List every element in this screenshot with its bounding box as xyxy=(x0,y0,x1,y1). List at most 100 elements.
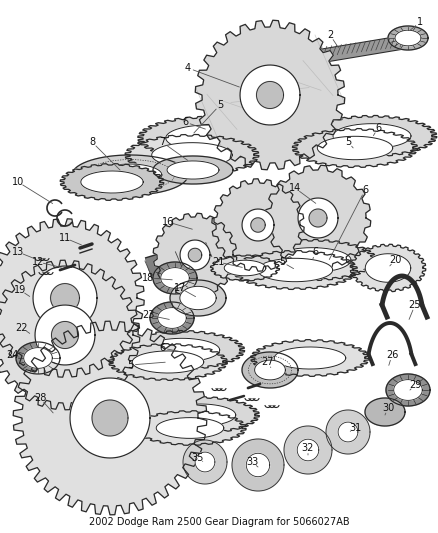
Polygon shape xyxy=(364,254,410,282)
Polygon shape xyxy=(274,347,345,369)
Polygon shape xyxy=(119,330,244,369)
Text: 26: 26 xyxy=(385,350,397,360)
Text: 6: 6 xyxy=(181,117,187,127)
Polygon shape xyxy=(140,397,259,433)
Polygon shape xyxy=(385,374,429,406)
Polygon shape xyxy=(144,338,219,362)
Polygon shape xyxy=(153,213,236,297)
Text: 14: 14 xyxy=(288,183,300,193)
Text: 5: 5 xyxy=(216,100,223,110)
Text: 17: 17 xyxy=(173,283,186,293)
Polygon shape xyxy=(393,379,421,400)
Polygon shape xyxy=(166,125,250,151)
Polygon shape xyxy=(337,422,357,442)
Text: 2: 2 xyxy=(326,30,332,40)
Text: 5: 5 xyxy=(127,360,133,370)
Polygon shape xyxy=(307,116,436,157)
Polygon shape xyxy=(13,321,206,515)
Text: 33: 33 xyxy=(245,457,258,467)
Text: 5: 5 xyxy=(344,137,350,147)
Text: 32: 32 xyxy=(301,443,314,453)
Polygon shape xyxy=(394,30,420,46)
Polygon shape xyxy=(24,348,52,368)
Polygon shape xyxy=(272,248,350,272)
Text: 23: 23 xyxy=(141,310,154,320)
Text: 10: 10 xyxy=(12,177,24,187)
Polygon shape xyxy=(50,284,79,312)
Polygon shape xyxy=(195,20,344,169)
Text: 4: 4 xyxy=(184,63,191,73)
Text: 19: 19 xyxy=(14,285,26,295)
Polygon shape xyxy=(157,308,186,328)
Polygon shape xyxy=(35,305,95,365)
Polygon shape xyxy=(317,136,392,160)
Polygon shape xyxy=(33,266,97,330)
Polygon shape xyxy=(350,244,425,292)
Polygon shape xyxy=(152,143,232,167)
Polygon shape xyxy=(156,417,223,439)
Text: 16: 16 xyxy=(162,217,174,227)
Polygon shape xyxy=(0,260,139,410)
Polygon shape xyxy=(108,344,227,381)
Polygon shape xyxy=(81,171,143,193)
Polygon shape xyxy=(183,440,226,484)
Polygon shape xyxy=(241,352,297,388)
Polygon shape xyxy=(170,280,226,316)
Polygon shape xyxy=(325,410,369,454)
Polygon shape xyxy=(265,165,370,271)
Text: 6: 6 xyxy=(311,247,318,257)
Text: 31: 31 xyxy=(348,423,360,433)
Polygon shape xyxy=(250,340,368,376)
Text: 13: 13 xyxy=(12,247,24,257)
Text: 11: 11 xyxy=(59,233,71,243)
Text: 1: 1 xyxy=(416,17,422,27)
Polygon shape xyxy=(166,161,219,179)
Text: 7: 7 xyxy=(159,137,165,147)
Polygon shape xyxy=(180,240,209,270)
Text: 30: 30 xyxy=(381,403,393,413)
Polygon shape xyxy=(153,262,197,294)
Text: 8: 8 xyxy=(89,137,95,147)
Polygon shape xyxy=(308,209,326,227)
Polygon shape xyxy=(256,82,283,109)
Polygon shape xyxy=(246,453,269,477)
Text: 2002 Dodge Ram 2500 Gear Diagram for 5066027AB: 2002 Dodge Ram 2500 Gear Diagram for 506… xyxy=(89,517,349,527)
Polygon shape xyxy=(60,164,163,200)
Polygon shape xyxy=(160,268,189,288)
Polygon shape xyxy=(188,248,201,262)
Polygon shape xyxy=(132,351,203,373)
Text: 6: 6 xyxy=(374,123,380,133)
Polygon shape xyxy=(164,404,235,426)
Polygon shape xyxy=(231,439,283,491)
Text: 12: 12 xyxy=(32,257,44,267)
Text: 18: 18 xyxy=(141,273,154,283)
Text: 24: 24 xyxy=(6,350,18,360)
Polygon shape xyxy=(125,134,258,175)
Text: 21: 21 xyxy=(211,257,224,267)
Polygon shape xyxy=(247,239,376,280)
Polygon shape xyxy=(134,411,246,445)
Polygon shape xyxy=(70,378,150,458)
Polygon shape xyxy=(240,65,299,125)
Text: 35: 35 xyxy=(191,453,204,463)
Polygon shape xyxy=(153,156,233,184)
Text: 6: 6 xyxy=(159,343,165,353)
Text: 29: 29 xyxy=(408,380,420,390)
Polygon shape xyxy=(72,155,187,195)
Polygon shape xyxy=(364,398,404,426)
Polygon shape xyxy=(194,452,215,472)
Polygon shape xyxy=(254,360,285,380)
Polygon shape xyxy=(0,219,144,377)
Text: 5: 5 xyxy=(278,257,284,267)
Polygon shape xyxy=(51,321,78,349)
Polygon shape xyxy=(150,302,194,334)
Polygon shape xyxy=(212,179,304,271)
Text: 28: 28 xyxy=(34,393,46,403)
Text: 25: 25 xyxy=(408,300,420,310)
Polygon shape xyxy=(138,116,278,159)
Polygon shape xyxy=(232,251,357,289)
Polygon shape xyxy=(224,260,265,276)
Text: 22: 22 xyxy=(16,323,28,333)
Polygon shape xyxy=(98,164,162,186)
Text: 27: 27 xyxy=(261,357,274,367)
